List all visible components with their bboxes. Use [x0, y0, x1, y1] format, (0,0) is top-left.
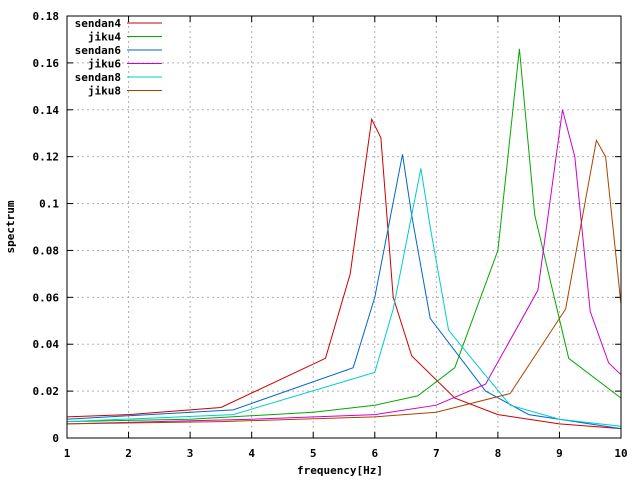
- legend-label-sendan6: sendan6: [75, 44, 122, 57]
- legend-label-jiku8: jiku8: [88, 85, 121, 98]
- x-axis-ticks: 1 2 3 4 5 6 7 8 9 10: [64, 16, 628, 460]
- legend-label-sendan4: sendan4: [75, 17, 122, 30]
- series-group: [66, 48, 622, 430]
- y-tick-label: 0.06: [33, 291, 60, 304]
- x-tick-label: 10: [614, 447, 627, 460]
- x-tick-label: 5: [310, 447, 317, 460]
- x-tick-label: 2: [125, 447, 132, 460]
- x-tick-label: 4: [248, 447, 255, 460]
- y-tick-label: 0.12: [33, 151, 60, 164]
- grid: [67, 16, 621, 438]
- x-tick-label: 1: [64, 447, 71, 460]
- x-tick-label: 8: [495, 447, 502, 460]
- series-line-sendan8: [66, 168, 622, 427]
- y-tick-label: 0.18: [33, 10, 60, 23]
- y-tick-label: 0.14: [33, 104, 60, 117]
- y-tick-label: 0.04: [33, 338, 60, 351]
- legend-label-sendan8: sendan8: [75, 71, 121, 84]
- x-axis-label: frequency[Hz]: [297, 464, 383, 477]
- x-tick-label: 3: [187, 447, 194, 460]
- series-line-sendan4: [66, 117, 622, 430]
- x-tick-label: 7: [433, 447, 440, 460]
- y-axis-label: spectrum: [4, 200, 17, 253]
- y-axis-ticks: 0 0.02 0.04 0.06 0.08 0.1 0.12 0.14 0.16 0.18: [33, 10, 621, 445]
- legend-label-jiku6: jiku6: [88, 58, 121, 71]
- x-tick-label: 9: [556, 447, 563, 460]
- y-tick-label: 0.1: [39, 198, 59, 211]
- y-tick-label: 0.08: [33, 244, 60, 257]
- x-tick-label: 6: [371, 447, 378, 460]
- plot-frame: [66, 15, 622, 439]
- y-tick-label: 0.16: [33, 57, 60, 70]
- series-line-sendan6: [66, 154, 622, 430]
- series-line-jiku4: [66, 48, 622, 423]
- series-line-jiku6: [66, 109, 622, 425]
- y-tick-label: 0: [52, 432, 59, 445]
- legend-label-jiku4: jiku4: [88, 31, 121, 44]
- series-line-jiku8: [66, 138, 622, 425]
- y-tick-label: 0.02: [33, 385, 60, 398]
